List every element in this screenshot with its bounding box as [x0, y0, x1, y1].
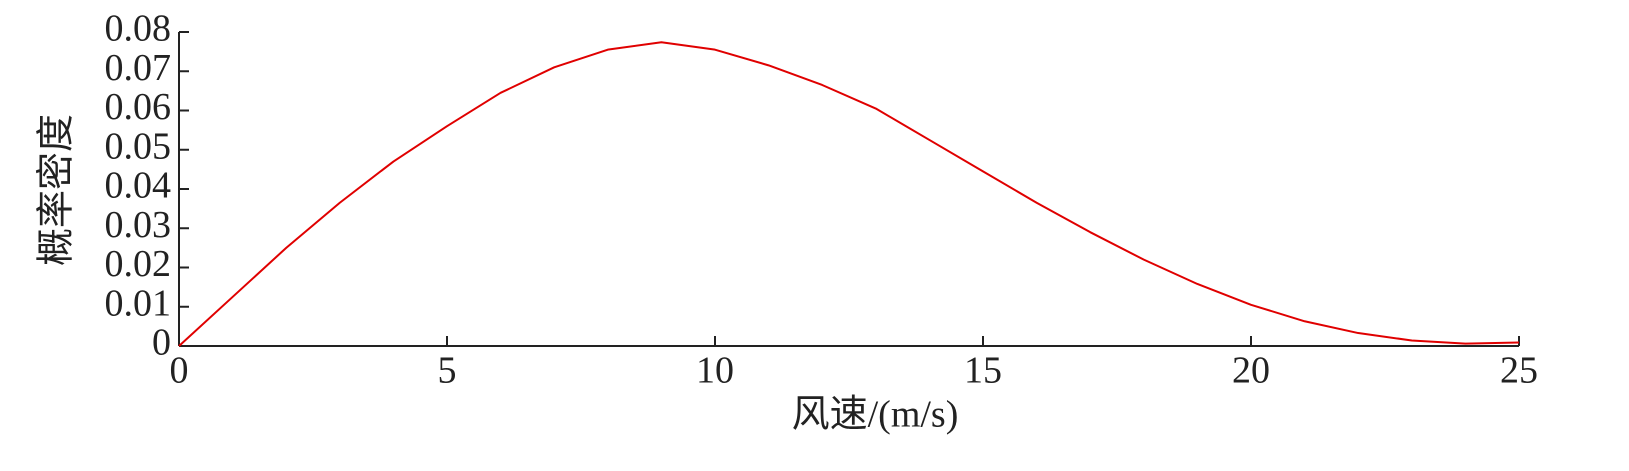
x-tick-label: 25: [1500, 350, 1538, 392]
x-axis-label: 风速/(m/s): [792, 394, 959, 436]
y-tick-label: 0.03: [105, 204, 172, 246]
x-tick-label: 0: [170, 350, 189, 392]
line-series: [178, 41, 1520, 347]
x-tick-label: 15: [964, 350, 1002, 392]
y-tick-label: 0.01: [105, 282, 172, 324]
y-tick-label: 0.04: [105, 165, 172, 207]
x-tick-label: 20: [1232, 350, 1270, 392]
x-tick-label: 10: [696, 350, 734, 392]
x-tick-label: 5: [438, 350, 457, 392]
y-tick-label: 0.07: [105, 47, 172, 89]
y-tick-label: 0.02: [105, 243, 172, 285]
y-tick-label: 0.08: [105, 8, 172, 50]
y-axis-label: 概率密度: [36, 114, 78, 266]
y-tick-label: 0.06: [105, 86, 172, 128]
y-tick-label: 0.05: [105, 125, 172, 167]
y-tick-label: 0: [152, 322, 171, 364]
